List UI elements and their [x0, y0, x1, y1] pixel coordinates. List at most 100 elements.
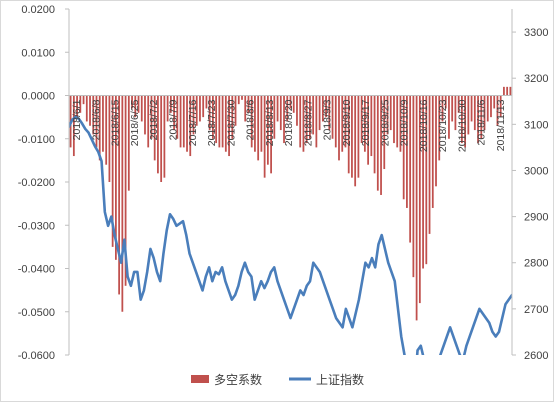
right-tick-label: 2600: [524, 350, 548, 362]
bar-duokong: [250, 95, 253, 148]
left-tick-label: -0.0600: [18, 350, 55, 362]
legend: 多空系数 上证指数: [191, 372, 364, 387]
bar-duokong: [305, 95, 308, 144]
bar-duokong: [150, 95, 153, 139]
legend-label-bars: 多空系数: [214, 372, 262, 387]
right-tick-label: 3000: [524, 165, 548, 177]
bar-duokong: [386, 95, 389, 135]
bar-duokong: [140, 95, 143, 122]
bar-duokong: [244, 95, 247, 122]
bar-duokong: [199, 95, 201, 122]
x-tick-label: 2018/6/8: [90, 99, 102, 140]
bar-duokong: [412, 95, 415, 278]
x-tick-label: 2018/9/25: [379, 99, 391, 146]
x-tick-label: 2018/10/30: [456, 99, 468, 152]
bar-duokong: [331, 95, 334, 139]
bar-duokong: [124, 95, 127, 286]
bar-duokong: [205, 95, 208, 109]
right-tick-label: 3200: [524, 73, 548, 85]
bar-duokong: [309, 95, 311, 139]
bar-duokong: [486, 95, 489, 122]
right-tick-label: 3300: [524, 27, 548, 39]
bar-duokong: [503, 86, 505, 96]
bar-duokong: [241, 95, 243, 100]
x-tick-label: 2018/7/2: [148, 99, 160, 140]
bar-duokong: [286, 95, 289, 122]
bar-duokong: [137, 95, 140, 113]
bar-duokong: [76, 95, 78, 118]
bar-duokong: [279, 95, 282, 131]
x-tick-label: 2018/7/16: [187, 99, 199, 146]
bar-duokong: [402, 95, 405, 200]
bar-duokong: [89, 95, 91, 126]
line-shanghai-index: [69, 115, 512, 355]
bar-duokong: [296, 95, 298, 126]
bar-duokong: [509, 86, 512, 96]
bar-duokong: [273, 95, 276, 139]
legend-swatch-bars: [191, 375, 209, 383]
bar-duokong: [131, 95, 133, 109]
bar-duokong: [380, 95, 382, 195]
bar-duokong: [325, 95, 327, 118]
bar-duokong: [344, 95, 347, 148]
bar-duokong: [418, 95, 421, 304]
bar-duokong: [79, 95, 82, 113]
bar-duokong: [499, 95, 502, 118]
bar-duokong: [431, 95, 434, 208]
x-tick-label: 2018/8/20: [283, 99, 295, 146]
bar-duokong: [144, 95, 146, 135]
left-axis: 0.0200 0.0100 0.0000 -0.0100 -0.0200 -0.0300 -…: [18, 4, 70, 362]
bar-duokong: [357, 95, 360, 178]
bar-duokong: [425, 95, 428, 265]
bar-duokong: [490, 95, 492, 118]
bar-duokong: [192, 95, 195, 135]
x-tick-label: 2018/8/13: [264, 99, 276, 146]
bar-duokong: [163, 95, 166, 178]
bar-duokong: [179, 95, 182, 148]
bar-duokong: [121, 95, 124, 312]
bar-duokong: [289, 95, 292, 109]
bar-duokong: [393, 95, 395, 144]
bar-duokong: [195, 95, 198, 126]
x-tick-label: 2018/10/16: [418, 99, 430, 152]
bar-duokong: [376, 95, 379, 191]
bar-duokong: [328, 95, 331, 131]
right-axis: 3300 3200 3100 3000 2900 2800 2700 2600: [511, 9, 548, 362]
bar-duokong: [435, 95, 437, 187]
bar-duokong: [173, 95, 175, 131]
bar-duokong: [260, 95, 263, 152]
left-tick-label: -0.0500: [18, 307, 55, 319]
plot-area: [69, 86, 512, 355]
x-tick-label: 2018/11/6: [476, 99, 488, 145]
bar-duokong: [318, 95, 321, 131]
bar-duokong: [98, 95, 101, 161]
bar-duokong: [169, 95, 172, 113]
left-tick-label: 0.0000: [21, 91, 55, 103]
bar-duokong: [111, 95, 114, 247]
left-tick-label: 0.0100: [21, 47, 55, 59]
bar-duokong: [276, 95, 279, 122]
bar-duokong: [270, 95, 272, 174]
right-tick-label: 2800: [524, 258, 548, 270]
bar-duokong: [257, 95, 260, 161]
bar-duokong: [95, 95, 98, 148]
bar-duokong: [451, 95, 454, 122]
bar-duokong: [457, 95, 460, 113]
bar-duokong: [221, 95, 224, 148]
bar-duokong: [483, 95, 486, 131]
bar-duokong: [496, 95, 499, 126]
bar-duokong: [422, 95, 424, 269]
bar-duokong: [153, 95, 156, 161]
bar-duokong: [105, 95, 108, 165]
bar-duokong: [228, 95, 230, 157]
bar-duokong: [231, 95, 234, 139]
bar-duokong: [396, 95, 399, 148]
bar-duokong: [127, 95, 130, 191]
bar-duokong: [215, 95, 218, 144]
bar-duokong: [360, 95, 363, 144]
bar-duokong: [234, 95, 237, 126]
bar-duokong: [338, 95, 340, 161]
bar-duokong: [283, 95, 285, 144]
